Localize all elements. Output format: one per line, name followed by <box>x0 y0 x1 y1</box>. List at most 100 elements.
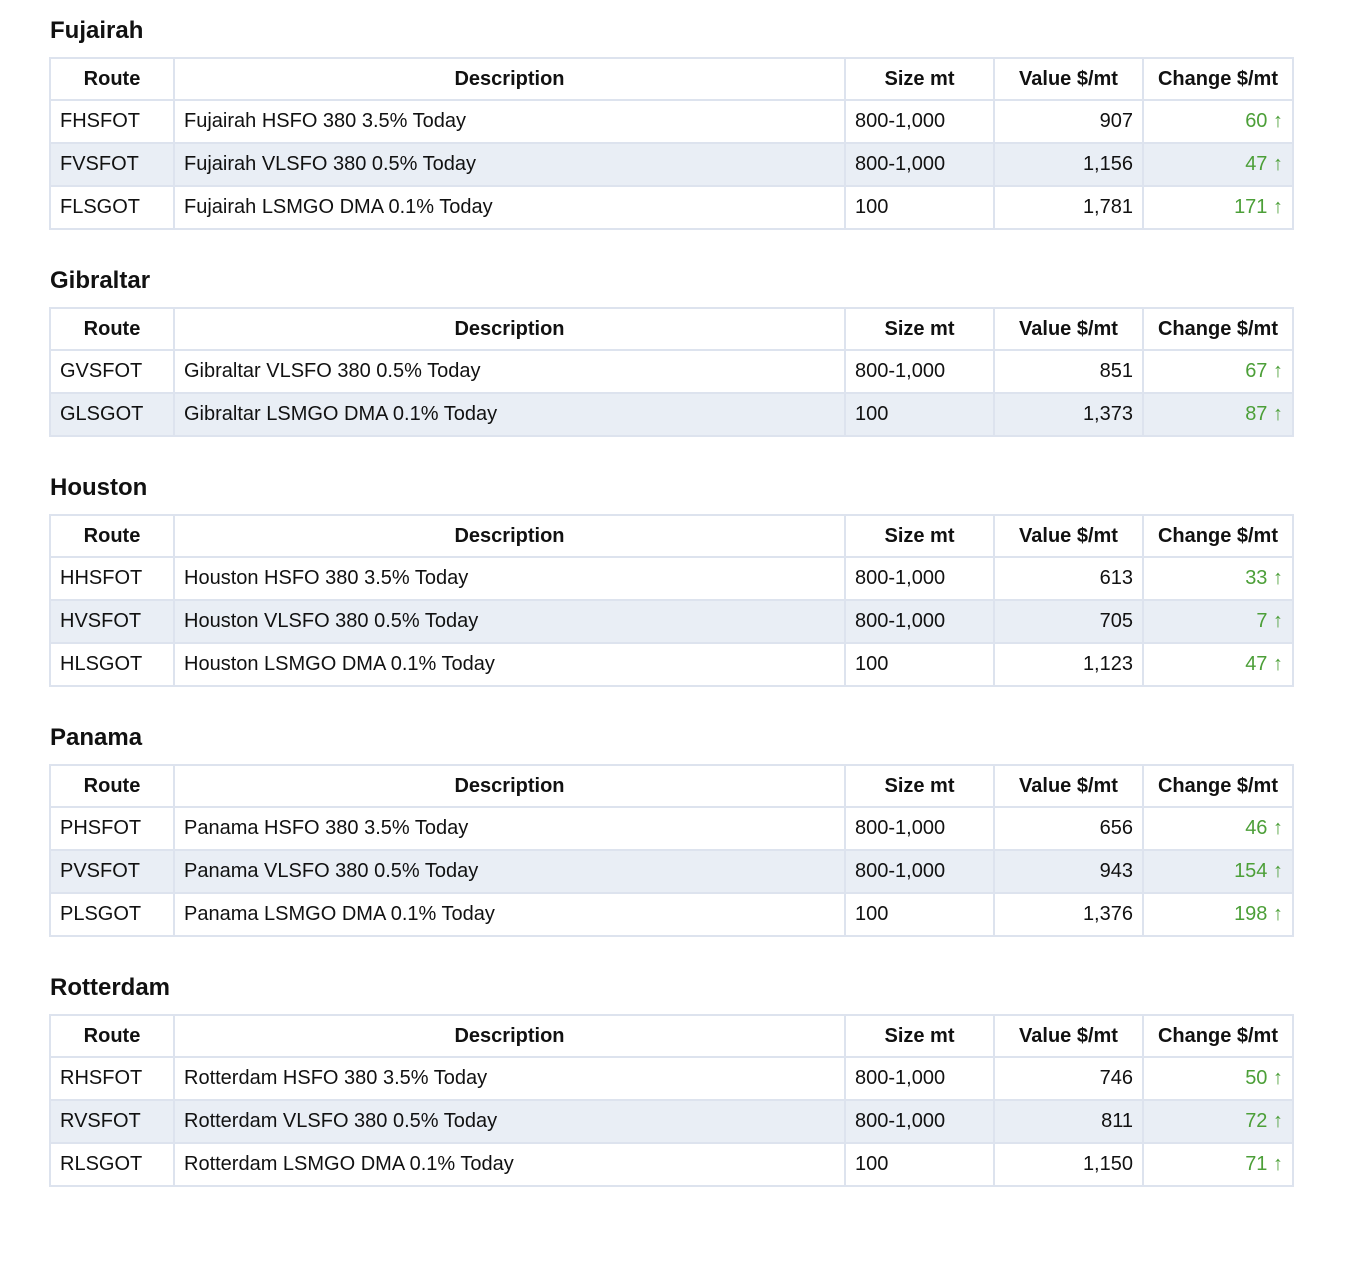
header-cell: Change $/mt <box>1142 57 1294 101</box>
table-cell: 746 <box>993 1056 1144 1101</box>
header-cell: Route <box>49 57 175 101</box>
table-cell: 198 ↑ <box>1142 892 1294 937</box>
table-cell: 47 ↑ <box>1142 642 1294 687</box>
table-cell: 800-1,000 <box>844 806 995 851</box>
header-row: Route Description Size mt Value $/mt Change … <box>49 514 1294 558</box>
table-cell: 1,781 <box>993 185 1144 230</box>
table-cell: 800-1,000 <box>844 99 995 144</box>
table-cell: GVSFOT <box>49 349 175 394</box>
table-cell: 67 ↑ <box>1142 349 1294 394</box>
table-cell: 1,123 <box>993 642 1144 687</box>
table-cell: PVSFOT <box>49 849 175 894</box>
table-head: Route Description Size mt Value $/mt Change … <box>49 764 1294 808</box>
price-table: Route Description Size mt Value $/mt Change … <box>49 57 1294 230</box>
table-cell: RLSGOT <box>49 1142 175 1187</box>
header-cell: Size mt <box>844 57 995 101</box>
table-cell: Fujairah LSMGO DMA 0.1% Today <box>173 185 846 230</box>
header-cell: Description <box>173 307 846 351</box>
table-cell: HVSFOT <box>49 599 175 644</box>
table-cell: FLSGOT <box>49 185 175 230</box>
table-cell: 87 ↑ <box>1142 392 1294 437</box>
table-cell: 72 ↑ <box>1142 1099 1294 1144</box>
table-body: GVSFOT Gibraltar VLSFO 380 0.5% Today 800-… <box>49 349 1294 437</box>
table-cell: 800-1,000 <box>844 142 995 187</box>
table-cell: FHSFOT <box>49 99 175 144</box>
table-cell: Gibraltar LSMGO DMA 0.1% Today <box>173 392 846 437</box>
table-body: PHSFOT Panama HSFO 380 3.5% Today 800-1,00… <box>49 806 1294 937</box>
table-cell: 800-1,000 <box>844 599 995 644</box>
table-row: RLSGOT Rotterdam LSMGO DMA 0.1% Today 100 1… <box>49 1142 1294 1187</box>
price-table: Route Description Size mt Value $/mt Change … <box>49 307 1294 437</box>
table-cell: 100 <box>844 892 995 937</box>
table-head: Route Description Size mt Value $/mt Change … <box>49 57 1294 101</box>
header-row: Route Description Size mt Value $/mt Change … <box>49 1014 1294 1058</box>
table-cell: 656 <box>993 806 1144 851</box>
table-body: FHSFOT Fujairah HSFO 380 3.5% Today 800-1,… <box>49 99 1294 230</box>
table-cell: 33 ↑ <box>1142 556 1294 601</box>
table-cell: 60 ↑ <box>1142 99 1294 144</box>
header-row: Route Description Size mt Value $/mt Change … <box>49 764 1294 808</box>
table-cell: Panama HSFO 380 3.5% Today <box>173 806 846 851</box>
header-row: Route Description Size mt Value $/mt Change … <box>49 57 1294 101</box>
header-cell: Change $/mt <box>1142 514 1294 558</box>
table-cell: 1,373 <box>993 392 1144 437</box>
table-head: Route Description Size mt Value $/mt Change … <box>49 514 1294 558</box>
table-cell: RVSFOT <box>49 1099 175 1144</box>
table-cell: 100 <box>844 185 995 230</box>
table-cell: 800-1,000 <box>844 556 995 601</box>
header-cell: Size mt <box>844 1014 995 1058</box>
section-title: Houston <box>50 474 148 501</box>
header-cell: Value $/mt <box>993 57 1144 101</box>
table-row: PVSFOT Panama VLSFO 380 0.5% Today 800-1,0… <box>49 849 1294 894</box>
table-cell: 800-1,000 <box>844 349 995 394</box>
table-cell: 46 ↑ <box>1142 806 1294 851</box>
header-row: Route Description Size mt Value $/mt Change … <box>49 307 1294 351</box>
header-cell: Route <box>49 514 175 558</box>
table-row: FLSGOT Fujairah LSMGO DMA 0.1% Today 100 1,… <box>49 185 1294 230</box>
table-cell: 1,156 <box>993 142 1144 187</box>
table-cell: Rotterdam LSMGO DMA 0.1% Today <box>173 1142 846 1187</box>
table-cell: 800-1,000 <box>844 1099 995 1144</box>
table-row: RVSFOT Rotterdam VLSFO 380 0.5% Today 800-… <box>49 1099 1294 1144</box>
header-cell: Description <box>173 1014 846 1058</box>
table-cell: 800-1,000 <box>844 849 995 894</box>
table-row: HLSGOT Houston LSMGO DMA 0.1% Today 100 1,1… <box>49 642 1294 687</box>
table-cell: Houston LSMGO DMA 0.1% Today <box>173 642 846 687</box>
table-row: FHSFOT Fujairah HSFO 380 3.5% Today 800-1,… <box>49 99 1294 144</box>
price-table: Route Description Size mt Value $/mt Change … <box>49 1014 1294 1187</box>
header-cell: Description <box>173 514 846 558</box>
table-cell: HLSGOT <box>49 642 175 687</box>
table-cell: 613 <box>993 556 1144 601</box>
section-title: Panama <box>50 724 143 751</box>
table-cell: 1,376 <box>993 892 1144 937</box>
table-cell: Panama VLSFO 380 0.5% Today <box>173 849 846 894</box>
header-cell: Value $/mt <box>993 307 1144 351</box>
table-cell: 943 <box>993 849 1144 894</box>
table-body: RHSFOT Rotterdam HSFO 380 3.5% Today 800-1… <box>49 1056 1294 1187</box>
table-row: FVSFOT Fujairah VLSFO 380 0.5% Today 800-1… <box>49 142 1294 187</box>
table-cell: 1,150 <box>993 1142 1144 1187</box>
table-cell: 154 ↑ <box>1142 849 1294 894</box>
table-cell: Houston VLSFO 380 0.5% Today <box>173 599 846 644</box>
header-cell: Description <box>173 57 846 101</box>
table-row: GVSFOT Gibraltar VLSFO 380 0.5% Today 800-… <box>49 349 1294 394</box>
table-cell: RHSFOT <box>49 1056 175 1101</box>
table-row: HHSFOT Houston HSFO 380 3.5% Today 800-1,0… <box>49 556 1294 601</box>
table-cell: 7 ↑ <box>1142 599 1294 644</box>
table-cell: 907 <box>993 99 1144 144</box>
price-table: Route Description Size mt Value $/mt Change … <box>49 764 1294 937</box>
table-cell: Rotterdam VLSFO 380 0.5% Today <box>173 1099 846 1144</box>
header-cell: Size mt <box>844 307 995 351</box>
table-cell: Rotterdam HSFO 380 3.5% Today <box>173 1056 846 1101</box>
header-cell: Value $/mt <box>993 514 1144 558</box>
table-cell: 100 <box>844 1142 995 1187</box>
header-cell: Value $/mt <box>993 764 1144 808</box>
table-row: GLSGOT Gibraltar LSMGO DMA 0.1% Today 100 1… <box>49 392 1294 437</box>
table-row: RHSFOT Rotterdam HSFO 380 3.5% Today 800-1… <box>49 1056 1294 1101</box>
header-cell: Change $/mt <box>1142 1014 1294 1058</box>
header-cell: Route <box>49 1014 175 1058</box>
header-cell: Route <box>49 307 175 351</box>
table-cell: GLSGOT <box>49 392 175 437</box>
table-head: Route Description Size mt Value $/mt Change … <box>49 307 1294 351</box>
table-body: HHSFOT Houston HSFO 380 3.5% Today 800-1,0… <box>49 556 1294 687</box>
